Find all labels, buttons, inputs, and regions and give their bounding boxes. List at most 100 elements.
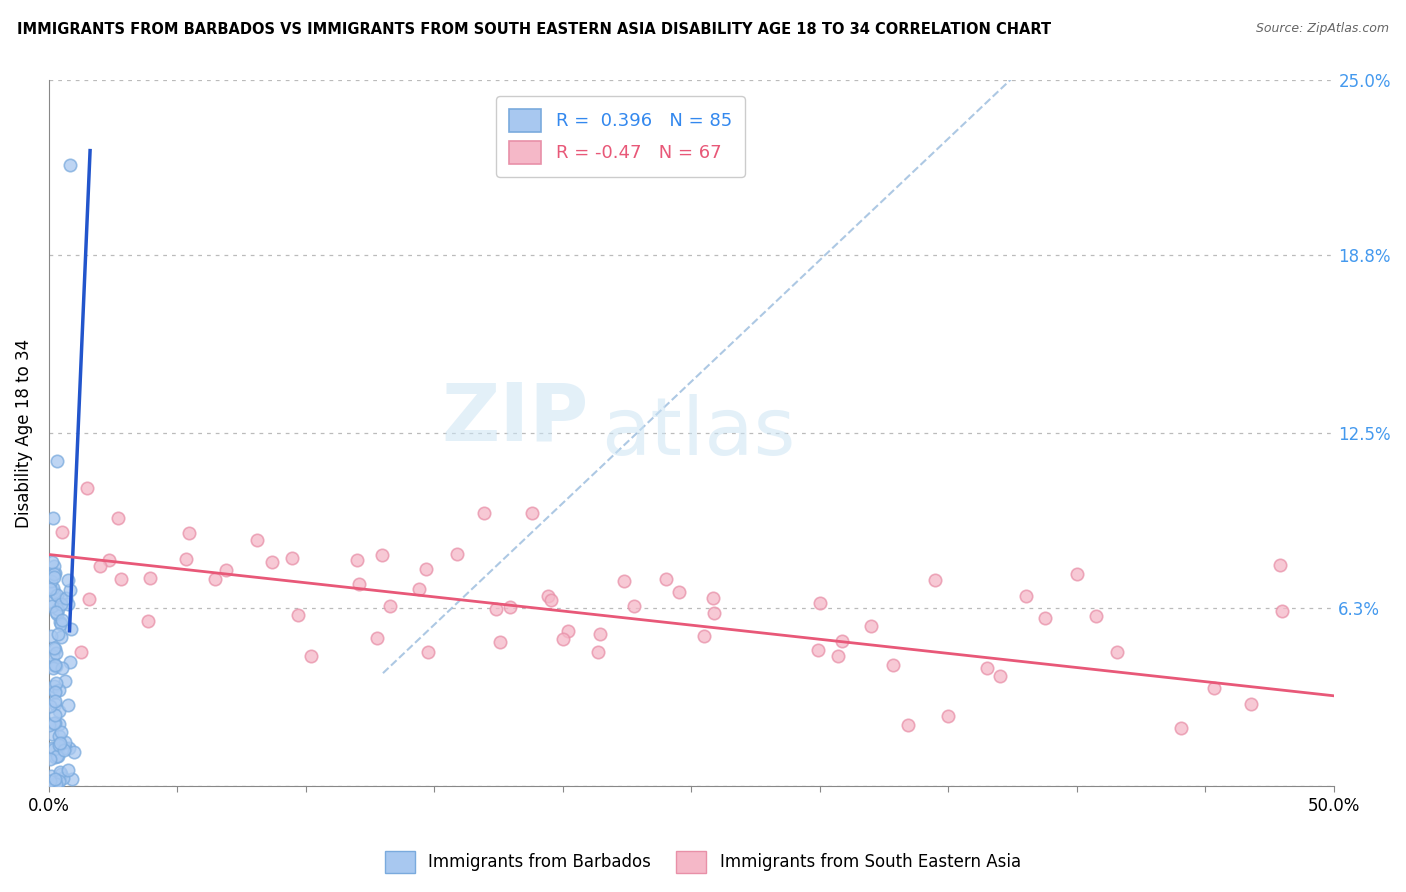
Point (1015, 589, 1038, 603)
Point (49, 724, 72, 739)
Point (44, 684, 66, 698)
Point (281, 551, 304, 566)
Point (589, 626, 612, 640)
Point (586, 645, 609, 659)
Point (107, 510, 129, 524)
Point (48, 738, 70, 752)
Point (204, 572, 226, 586)
Point (44, 566, 66, 581)
Point (472, 506, 495, 520)
Point (808, 595, 831, 609)
Point (924, 573, 946, 587)
Point (41, 599, 63, 613)
Point (44, 716, 66, 731)
Point (299, 649, 322, 664)
Point (42, 510, 65, 524)
Point (45, 607, 67, 622)
Point (39, 593, 62, 607)
Point (46, 588, 69, 602)
Point (537, 589, 560, 603)
Point (380, 599, 402, 613)
Point (49, 630, 72, 644)
Point (45, 675, 67, 690)
Point (287, 607, 309, 622)
Point (38, 582, 60, 596)
Point (347, 577, 370, 591)
Point (489, 635, 512, 649)
Point (39, 769, 62, 783)
Legend: Immigrants from Barbados, Immigrants from South Eastern Asia: Immigrants from Barbados, Immigrants fro… (378, 845, 1028, 880)
Point (59, 655, 82, 669)
Point (485, 602, 508, 616)
Point (60, 622, 83, 636)
Point (51, 524, 73, 539)
Point (39, 773, 62, 788)
Point (44, 715, 66, 730)
Point (45, 658, 67, 673)
Point (45, 778, 67, 792)
Point (416, 645, 439, 659)
Point (44, 777, 66, 791)
Point (415, 562, 437, 576)
Point (655, 572, 678, 586)
Point (174, 552, 197, 566)
Point (53, 734, 76, 748)
Point (49, 616, 72, 631)
Point (44, 772, 66, 787)
Point (52, 771, 75, 785)
Point (138, 571, 160, 585)
Point (51, 613, 73, 627)
Point (59, 158, 82, 172)
Point (42, 649, 65, 664)
Point (48, 729, 70, 743)
Point (702, 591, 724, 606)
Point (51, 661, 73, 675)
Point (39, 629, 62, 643)
Point (613, 574, 636, 588)
Point (45, 454, 67, 468)
Point (58, 698, 80, 712)
Point (936, 708, 959, 723)
Point (46, 602, 69, 616)
Point (44, 750, 66, 764)
Point (446, 547, 468, 561)
Point (41, 657, 63, 671)
Point (110, 572, 132, 586)
Point (48, 704, 70, 718)
Point (520, 507, 543, 521)
Point (1105, 644, 1128, 658)
Point (693, 629, 716, 643)
Point (98, 552, 121, 566)
Point (42, 679, 65, 693)
Point (41, 727, 63, 741)
Point (540, 593, 562, 607)
Point (703, 606, 725, 620)
Point (60, 772, 83, 786)
Point (1271, 604, 1294, 618)
Point (49, 591, 72, 606)
Text: IMMIGRANTS FROM BARBADOS VS IMMIGRANTS FROM SOUTH EASTERN ASIA DISABILITY AGE 18: IMMIGRANTS FROM BARBADOS VS IMMIGRANTS F… (17, 22, 1052, 37)
Text: ZIP: ZIP (441, 380, 589, 458)
Point (557, 624, 579, 638)
Point (346, 553, 368, 567)
Point (46, 627, 69, 641)
Point (976, 661, 998, 675)
Point (44, 658, 66, 673)
Point (39, 574, 62, 588)
Point (42, 585, 65, 599)
Point (1170, 721, 1192, 735)
Point (76, 481, 98, 495)
Point (827, 648, 849, 663)
Point (41, 660, 63, 674)
Point (859, 619, 882, 633)
Point (42, 558, 65, 573)
Point (79, 591, 101, 606)
Point (45, 646, 67, 660)
Y-axis label: Disability Age 18 to 34: Disability Age 18 to 34 (15, 338, 32, 528)
Point (46, 749, 69, 764)
Point (89, 559, 111, 574)
Point (49, 615, 72, 629)
Point (177, 526, 200, 541)
Point (56, 597, 79, 611)
Point (44, 698, 66, 712)
